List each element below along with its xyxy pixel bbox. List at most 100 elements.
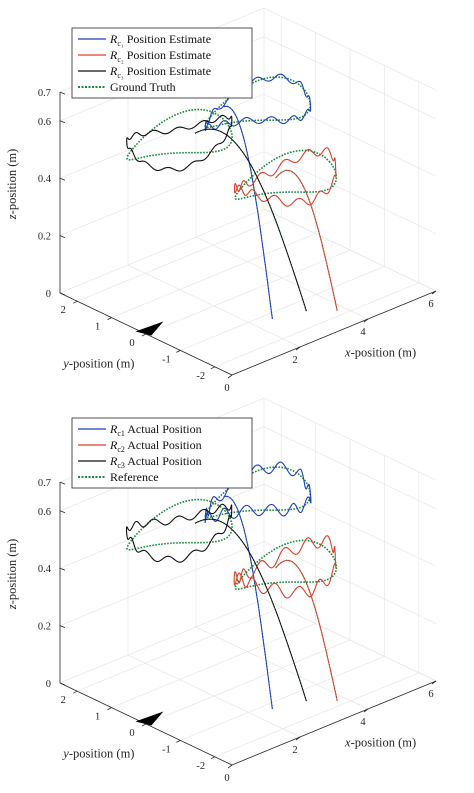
y-tick: [141, 333, 147, 337]
y-tick-label: -1: [162, 744, 171, 755]
series-loop: [233, 147, 337, 207]
grid-line: [145, 249, 351, 335]
series-loop: [204, 73, 312, 132]
z-tick-label: 0.2: [38, 232, 51, 243]
x-tick: [227, 374, 233, 379]
y-tick-label: -2: [196, 371, 205, 382]
grid-line: [263, 397, 437, 481]
y-axis-label: y-position (m): [61, 356, 134, 370]
grid-line: [77, 216, 282, 302]
x-tick-label: 0: [224, 383, 229, 394]
series-leg: [275, 169, 338, 311]
legend-entry: Rc2 Actual Position: [109, 438, 202, 454]
z-tick-label: 0: [46, 289, 51, 300]
grid-line: [263, 93, 437, 177]
z-tick-label: 0.2: [38, 622, 51, 633]
z-tick: [59, 120, 66, 124]
ground-marker: [135, 711, 164, 726]
x-axis-line: [231, 290, 437, 376]
series-leg: [275, 559, 338, 701]
x-tick: [227, 764, 233, 769]
grid-line: [263, 208, 437, 292]
series-leg: [223, 495, 273, 710]
grid-line: [59, 483, 265, 569]
grid-line: [263, 541, 437, 624]
x-tick: [431, 680, 437, 685]
grid-line: [111, 233, 316, 318]
x-tick: [295, 736, 301, 741]
x-tick-label: 0: [224, 773, 229, 784]
grid-line: [77, 606, 282, 692]
grid-line: [59, 541, 265, 626]
z-tick-label: 0.4: [38, 174, 52, 185]
y-tick-label: -2: [196, 761, 205, 772]
legend-box: [71, 27, 253, 99]
series-group: [126, 73, 338, 336]
legend-entry: Rc₃ Position Estimate: [109, 64, 211, 80]
z-tick: [59, 481, 66, 485]
x-tick-label: 2: [292, 745, 297, 756]
x-tick-label: 2: [292, 355, 297, 366]
y-tick: [73, 690, 78, 694]
x-axis-line: [231, 680, 437, 766]
y-tick: [210, 756, 215, 760]
y-tick-label: 1: [95, 712, 100, 723]
grid-line: [263, 7, 437, 91]
z-tick: [59, 292, 66, 296]
legend-entry: Rc₂ Position Estimate: [109, 48, 211, 64]
x-tick-label: 4: [360, 717, 366, 728]
grid-line: [263, 151, 437, 234]
series-loop: [233, 535, 337, 599]
y-tick: [210, 366, 215, 370]
y-tick: [73, 300, 78, 304]
grid-line: [59, 93, 265, 179]
grid-line: [263, 598, 437, 682]
grid-line: [59, 208, 265, 294]
y-tick-label: 0: [129, 728, 134, 739]
x-tick-label: 4: [360, 327, 366, 338]
y-tick-label: 2: [61, 695, 66, 706]
y-tick-label: -1: [162, 354, 171, 365]
grid-line: [263, 483, 437, 567]
legend-entry: Rc₁ Position Estimate: [109, 32, 211, 48]
grid-line: [111, 623, 316, 708]
grid-line: [180, 656, 385, 741]
x-tick-label: 6: [428, 689, 433, 700]
z-tick-label: 0.7: [38, 478, 51, 489]
z-tick-label: 0.6: [38, 117, 51, 128]
legend-entry: Rc1 Actual Position: [109, 422, 202, 438]
x-axis-label: x-position (m): [344, 735, 416, 749]
reference-loop: [126, 108, 233, 161]
y-tick-label: 1: [95, 322, 100, 333]
reference-loop: [234, 539, 338, 590]
grid-line: [214, 672, 419, 758]
series-leg: [194, 518, 307, 702]
reference-leg: [194, 518, 307, 702]
grid-line: [59, 151, 265, 236]
x-tick: [363, 708, 369, 713]
x-tick-label: 6: [428, 299, 433, 310]
reference-loop: [204, 76, 311, 129]
y-tick: [176, 740, 181, 743]
z-tick: [59, 682, 66, 686]
z-tick-label: 0: [46, 679, 51, 690]
z-tick: [59, 177, 66, 181]
reference-leg: [194, 128, 307, 312]
z-tick: [59, 567, 66, 571]
grid-line: [263, 426, 437, 510]
reference-loop: [234, 149, 338, 200]
x-tick: [363, 318, 369, 323]
z-tick: [59, 510, 66, 514]
series-group: [125, 461, 338, 726]
reference-loop: [204, 466, 311, 519]
x-axis-label: x-position (m): [344, 345, 416, 359]
legend-entry: Rc3 Actual Position: [109, 454, 202, 470]
x-tick: [295, 346, 301, 351]
series-loop: [204, 461, 312, 523]
